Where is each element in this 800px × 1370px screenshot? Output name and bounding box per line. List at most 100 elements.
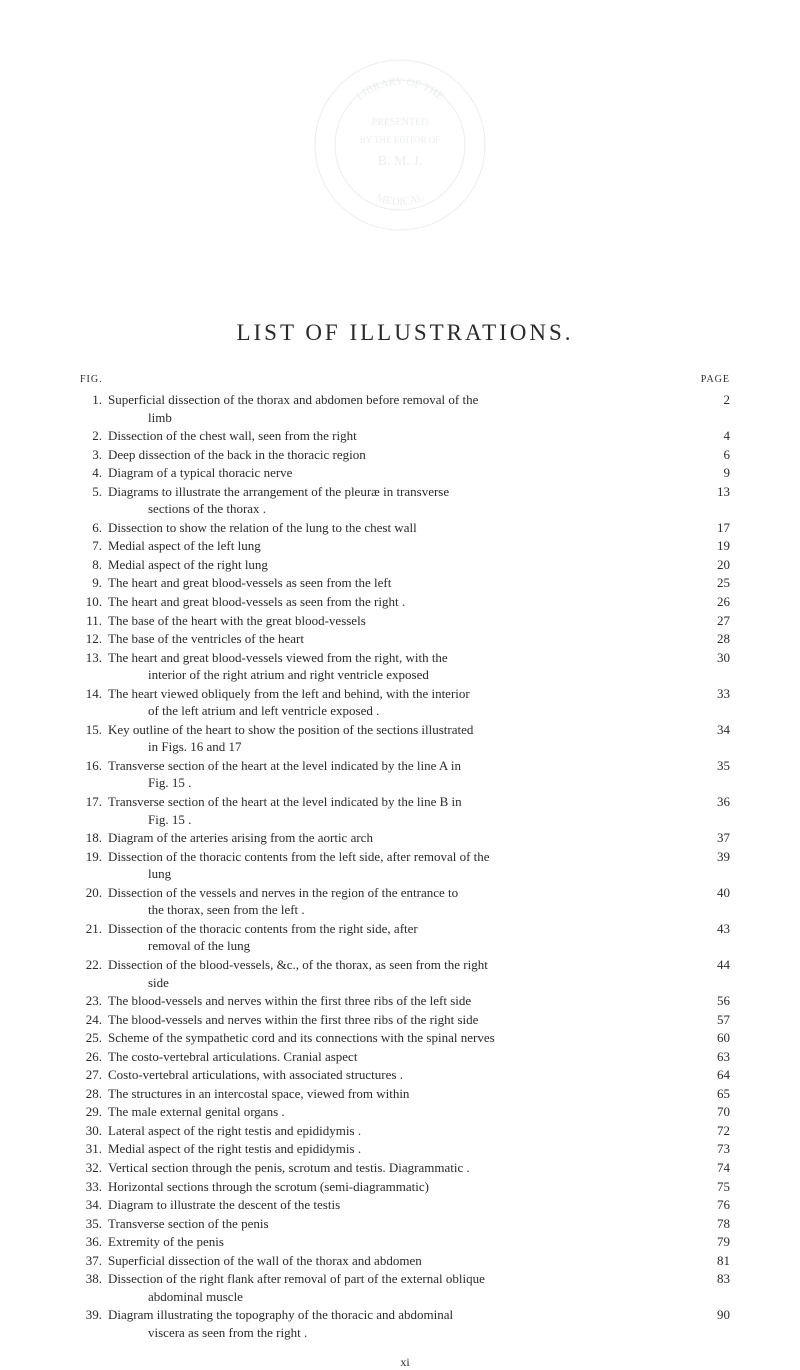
list-item: 33.Horizontal sections through the scrot… — [80, 1178, 730, 1196]
entry-page: 26 — [694, 593, 730, 611]
entry-text: Lateral aspect of the right testis and e… — [108, 1122, 694, 1140]
entry-text: Scheme of the sympathetic cord and its c… — [108, 1029, 694, 1047]
entry-number: 14. — [80, 685, 108, 703]
entry-continuation: abdominal muscle — [108, 1288, 682, 1306]
entry-page: 9 — [694, 464, 730, 482]
entry-text: The male external genital organs . — [108, 1103, 694, 1121]
entry-page: 17 — [694, 519, 730, 537]
entry-main-line: Key outline of the heart to show the pos… — [108, 722, 473, 737]
entry-page: 90 — [694, 1306, 730, 1324]
entry-text: Superficial dissection of the thorax and… — [108, 391, 694, 426]
entry-number: 31. — [80, 1140, 108, 1158]
entry-text: Dissection of the blood-vessels, &c., of… — [108, 956, 694, 991]
entry-number: 32. — [80, 1159, 108, 1177]
svg-text:PRESENTED: PRESENTED — [372, 117, 429, 128]
entry-continuation: the thorax, seen from the left . — [108, 901, 682, 919]
entry-text: Medial aspect of the right lung — [108, 556, 694, 574]
entry-page: 13 — [694, 483, 730, 501]
list-item: 18.Diagram of the arteries arising from … — [80, 829, 730, 847]
entry-main-line: The heart viewed obliquely from the left… — [108, 686, 470, 701]
list-item: 29.The male external genital organs .70 — [80, 1103, 730, 1121]
illustrations-list: 1.Superficial dissection of the thorax a… — [80, 391, 730, 1341]
entry-number: 10. — [80, 593, 108, 611]
entry-page: 75 — [694, 1178, 730, 1196]
svg-text:MEDICAL: MEDICAL — [375, 191, 426, 208]
entry-number: 20. — [80, 884, 108, 902]
entry-number: 15. — [80, 721, 108, 739]
entry-page: 78 — [694, 1215, 730, 1233]
entry-page: 72 — [694, 1122, 730, 1140]
entry-page: 36 — [694, 793, 730, 811]
list-item: 26.The costo-vertebral articulations. Cr… — [80, 1048, 730, 1066]
list-item: 23.The blood-vessels and nerves within t… — [80, 992, 730, 1010]
entry-page: 33 — [694, 685, 730, 703]
page-title: LIST OF ILLUSTRATIONS. — [80, 320, 730, 346]
entry-main-line: Dissection of the thoracic contents from… — [108, 921, 418, 936]
entry-page: 2 — [694, 391, 730, 409]
entry-continuation: interior of the right atrium and right v… — [108, 666, 682, 684]
entry-page: 73 — [694, 1140, 730, 1158]
entry-number: 13. — [80, 649, 108, 667]
entry-main-line: Diagram of a typical thoracic nerve — [108, 465, 292, 480]
entry-number: 29. — [80, 1103, 108, 1121]
entry-main-line: Medial aspect of the right lung — [108, 557, 268, 572]
list-item: 37.Superficial dissection of the wall of… — [80, 1252, 730, 1270]
list-item: 31.Medial aspect of the right testis and… — [80, 1140, 730, 1158]
entry-main-line: Diagram to illustrate the descent of the… — [108, 1197, 340, 1212]
list-item: 30.Lateral aspect of the right testis an… — [80, 1122, 730, 1140]
entry-text: The heart and great blood-vessels viewed… — [108, 649, 694, 684]
entry-number: 7. — [80, 537, 108, 555]
list-item: 28.The structures in an intercostal spac… — [80, 1085, 730, 1103]
entry-page: 65 — [694, 1085, 730, 1103]
entry-text: Extremity of the penis — [108, 1233, 694, 1251]
entry-number: 9. — [80, 574, 108, 592]
entry-text: Dissection of the chest wall, seen from … — [108, 427, 694, 445]
list-item: 24.The blood-vessels and nerves within t… — [80, 1011, 730, 1029]
list-item: 16.Transverse section of the heart at th… — [80, 757, 730, 792]
entry-continuation: in Figs. 16 and 17 — [108, 738, 682, 756]
entry-continuation: removal of the lung — [108, 937, 682, 955]
entry-number: 34. — [80, 1196, 108, 1214]
entry-main-line: Scheme of the sympathetic cord and its c… — [108, 1030, 495, 1045]
entry-main-line: The structures in an intercostal space, … — [108, 1086, 409, 1101]
entry-main-line: Dissection of the vessels and nerves in … — [108, 885, 458, 900]
entry-page: 64 — [694, 1066, 730, 1084]
entry-number: 21. — [80, 920, 108, 938]
entry-main-line: The heart and great blood-vessels as see… — [108, 575, 391, 590]
entry-text: Horizontal sections through the scrotum … — [108, 1178, 694, 1196]
entry-main-line: The heart and great blood-vessels viewed… — [108, 650, 448, 665]
entry-main-line: Diagram illustrating the topography of t… — [108, 1307, 453, 1322]
entry-page: 70 — [694, 1103, 730, 1121]
list-item: 4.Diagram of a typical thoracic nerve 9 — [80, 464, 730, 482]
entry-main-line: Dissection of the thoracic contents from… — [108, 849, 490, 864]
list-item: 6.Dissection to show the relation of the… — [80, 519, 730, 537]
entry-main-line: Deep dissection of the back in the thora… — [108, 447, 366, 462]
entry-page: 6 — [694, 446, 730, 464]
list-item: 19.Dissection of the thoracic contents f… — [80, 848, 730, 883]
entry-main-line: Medial aspect of the right testis and ep… — [108, 1141, 361, 1156]
list-item: 27.Costo-vertebral articulations, with a… — [80, 1066, 730, 1084]
entry-main-line: The costo-vertebral articulations. Crani… — [108, 1049, 357, 1064]
header-page: PAGE — [701, 374, 730, 385]
entry-number: 3. — [80, 446, 108, 464]
entry-number: 4. — [80, 464, 108, 482]
list-item: 17.Transverse section of the heart at th… — [80, 793, 730, 828]
entry-number: 5. — [80, 483, 108, 501]
entry-continuation: lung — [108, 865, 682, 883]
entry-number: 16. — [80, 757, 108, 775]
entry-number: 11. — [80, 612, 108, 630]
entry-number: 18. — [80, 829, 108, 847]
entry-text: The costo-vertebral articulations. Crani… — [108, 1048, 694, 1066]
entry-main-line: Dissection of the chest wall, seen from … — [108, 428, 357, 443]
entry-text: Deep dissection of the back in the thora… — [108, 446, 694, 464]
entry-page: 19 — [694, 537, 730, 555]
entry-text: Vertical section through the penis, scro… — [108, 1159, 694, 1177]
list-item: 2.Dissection of the chest wall, seen fro… — [80, 427, 730, 445]
list-item: 14.The heart viewed obliquely from the l… — [80, 685, 730, 720]
entry-main-line: Transverse section of the penis — [108, 1216, 269, 1231]
entry-main-line: Extremity of the penis — [108, 1234, 224, 1249]
list-item: 34.Diagram to illustrate the descent of … — [80, 1196, 730, 1214]
entry-number: 24. — [80, 1011, 108, 1029]
entry-text: The heart viewed obliquely from the left… — [108, 685, 694, 720]
entry-continuation: Fig. 15 . — [108, 811, 682, 829]
